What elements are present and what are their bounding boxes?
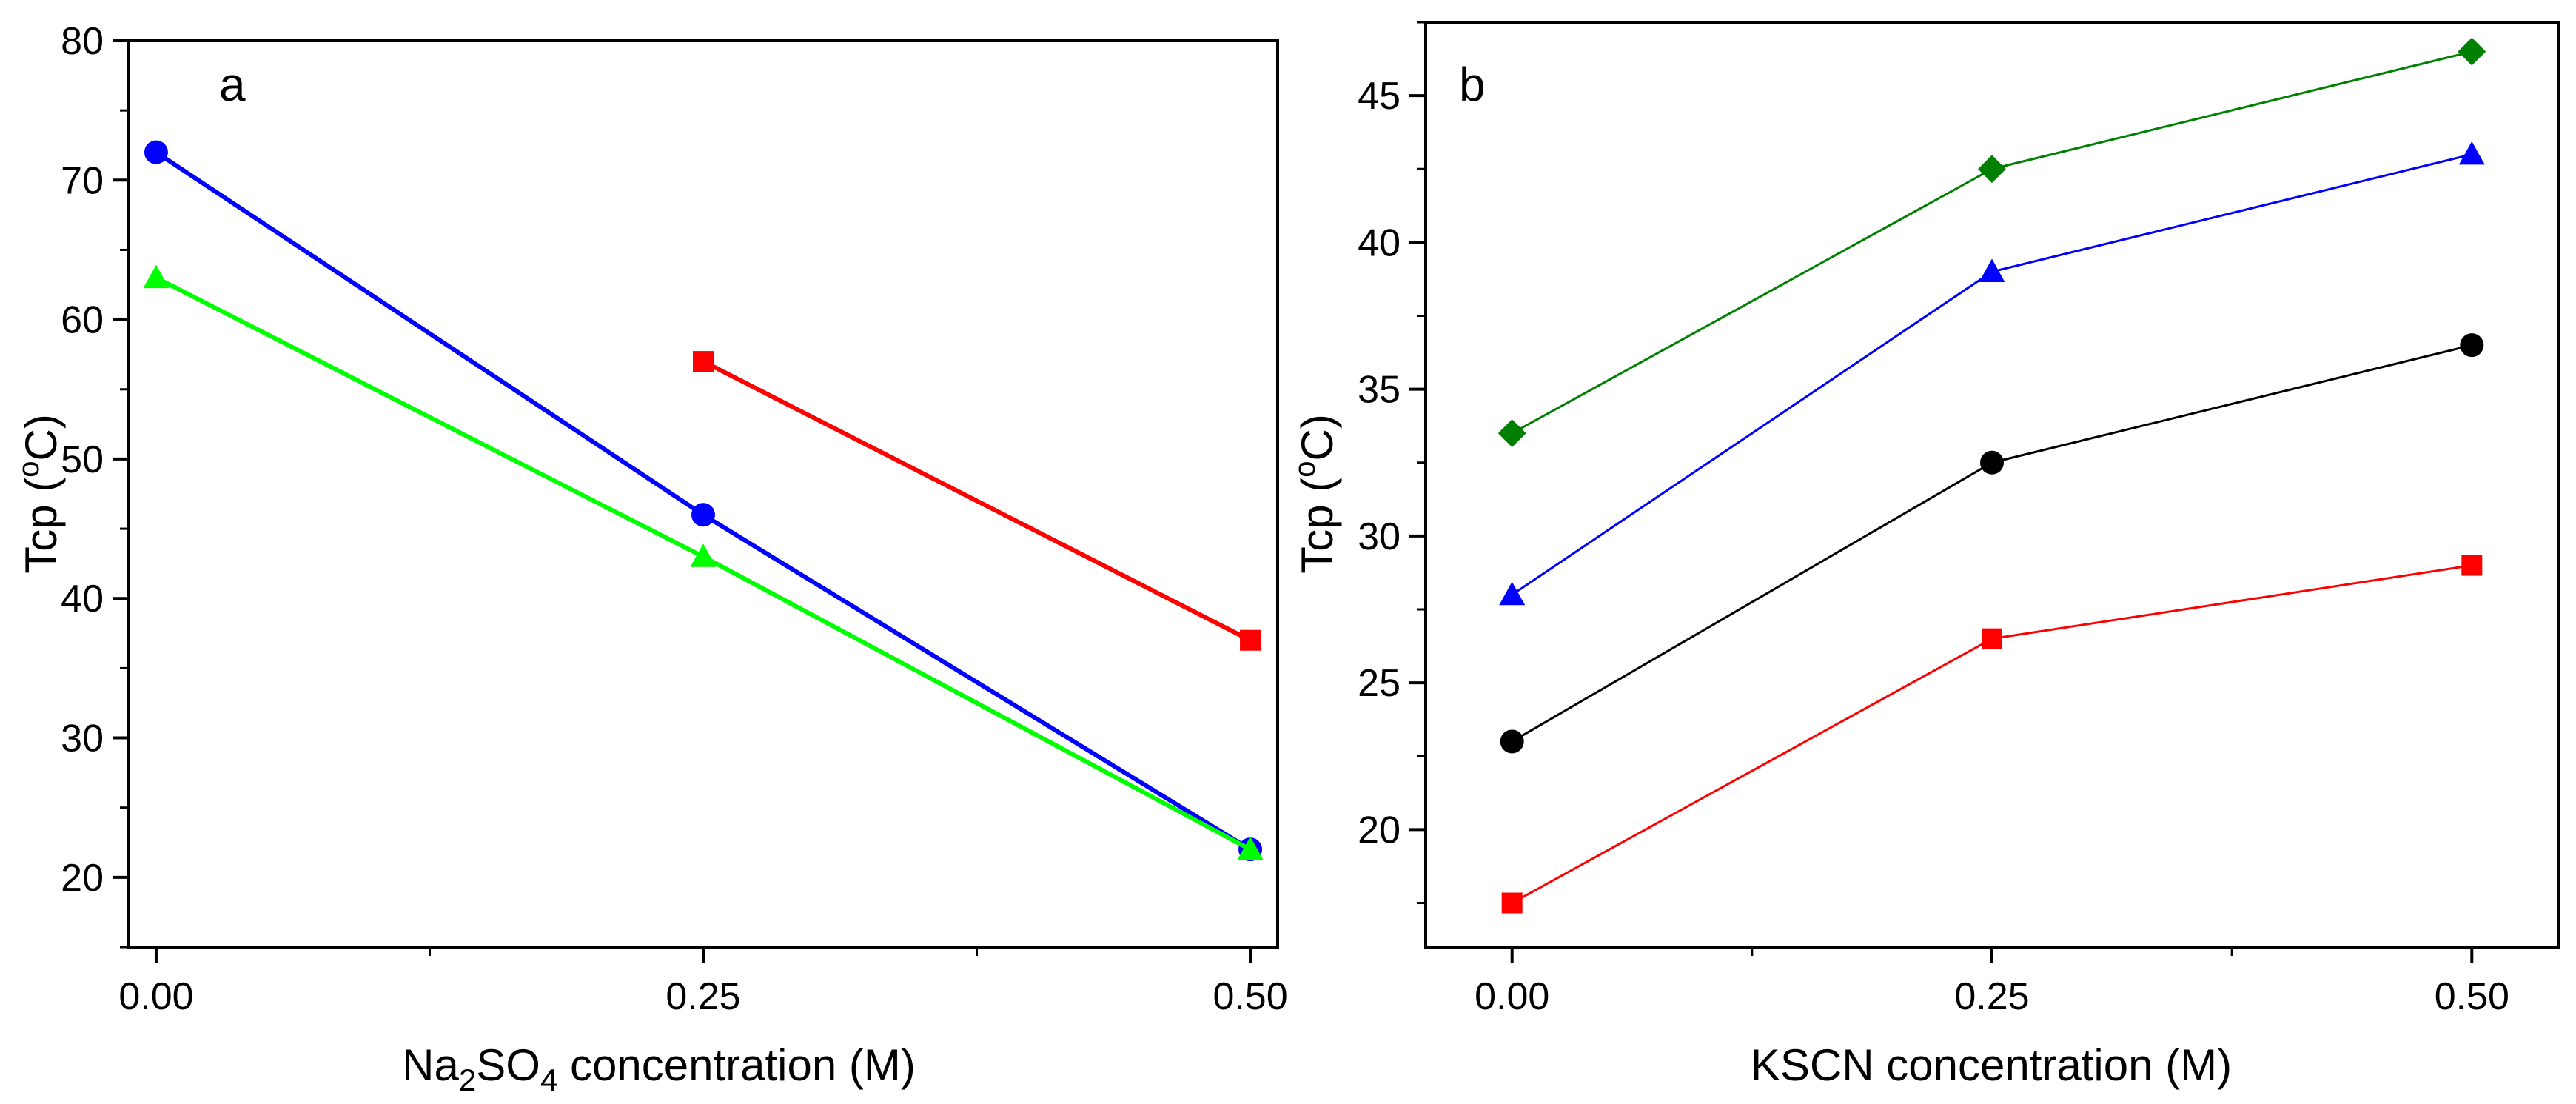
panel-b-series-red-squares-point-2 bbox=[2461, 555, 2483, 576]
panel-a-ytick-label-50: 50 bbox=[61, 438, 104, 481]
panel-a: 20 30 40 50 60 70 80 0.00 0.25 0.50 a Tcp (oC) Na… bbox=[13, 20, 1288, 1097]
panel-a-ylabel: Tcp (oC) bbox=[13, 414, 66, 574]
panel-b-series-red-squares-point-1 bbox=[1982, 628, 2002, 649]
panel-a-marks: 20 30 40 50 60 70 80 0.00 0.25 0.50 bbox=[61, 20, 1288, 1018]
panel-b-xtick-label-0: 0.00 bbox=[1475, 975, 1549, 1018]
panel-a-series-green-triangles-point-0 bbox=[143, 264, 170, 289]
panel-b-ytick-label-20: 20 bbox=[1358, 809, 1401, 852]
panel-a-ytick-label-60: 60 bbox=[61, 299, 104, 342]
panel-b-xlabel: KSCN concentration (M) bbox=[1751, 1040, 2232, 1090]
panel-b-ytick-label-40: 40 bbox=[1358, 221, 1401, 264]
panel-b-series-black-circles-line bbox=[1511, 344, 2472, 743]
panel-a-xtick-label-0.5: 0.50 bbox=[1212, 975, 1287, 1018]
panel-b-series-black-circles-point-2 bbox=[2460, 333, 2484, 358]
panel-b-xtick-label-0.25: 0.25 bbox=[1954, 975, 2029, 1018]
panel-b-letter: b bbox=[1459, 58, 1486, 111]
panel-b-series-green-diamonds-point-2 bbox=[2458, 37, 2486, 66]
panel-a-series-green-triangles-point-2 bbox=[1237, 836, 1264, 860]
panel-b-series-black-circles-point-0 bbox=[1500, 729, 1524, 754]
panel-b-ytick-label-25: 25 bbox=[1358, 662, 1401, 705]
panel-a-ytick-label-70: 70 bbox=[61, 159, 104, 202]
panel-a-ytick-label-20: 20 bbox=[61, 857, 104, 900]
panel-a-letter: a bbox=[219, 58, 246, 111]
panel-b-ylabel: Tcp (oC) bbox=[1289, 414, 1342, 574]
panel-b-xtick-label-0.5: 0.50 bbox=[2435, 975, 2509, 1018]
panel-b-series-red-squares-point-0 bbox=[1501, 892, 1523, 914]
panel-a-plot-frame bbox=[127, 39, 1279, 949]
panel-a-series-blue-circles-point-0 bbox=[144, 140, 168, 164]
panel-b-series-green-diamonds-point-0 bbox=[1497, 419, 1526, 448]
panel-b-series-red-squares-line bbox=[1511, 564, 2472, 904]
panel-a-series-red-squares-line bbox=[702, 359, 1252, 643]
panel-b-marks: 20 25 30 35 40 45 0.00 0.25 0.50 bbox=[1358, 21, 2509, 1018]
panel-b-series-green-diamonds-line bbox=[1511, 50, 2472, 435]
panel-a-series-blue-circles-line bbox=[155, 150, 1252, 852]
panel-a-series-red-squares-point-1 bbox=[1240, 629, 1261, 651]
panel-b-series-blue-triangles-point-1 bbox=[1979, 258, 2005, 283]
panel-b-ytick-label-45: 45 bbox=[1358, 75, 1401, 118]
panel-b-series-blue-triangles-line bbox=[1511, 153, 2472, 596]
panel-b-series-blue-triangles-point-2 bbox=[2458, 141, 2485, 165]
panel-a-series-blue-circles-point-1 bbox=[691, 503, 715, 527]
panel-b-ytick-label-30: 30 bbox=[1358, 515, 1401, 558]
panel-a-series-red-squares-point-0 bbox=[693, 351, 714, 372]
panel-b-ytick-label-35: 35 bbox=[1358, 369, 1401, 412]
panel-b-series-green-diamonds-point-1 bbox=[1978, 155, 2006, 184]
panel-a-xlabel: Na2SO4 concentration (M) bbox=[402, 1040, 916, 1097]
panel-b-series-blue-triangles-point-0 bbox=[1499, 581, 1526, 606]
panel-b: 20 25 30 35 40 45 0.00 0.25 0.50 b Tcp (oC) KSCN… bbox=[1289, 21, 2560, 1090]
panel-a-series-green-triangles-point-1 bbox=[690, 543, 717, 567]
panel-a-ytick-label-40: 40 bbox=[61, 578, 104, 620]
panel-b-series-black-circles-point-1 bbox=[1980, 450, 2004, 475]
panel-a-xtick-label-0.25: 0.25 bbox=[665, 975, 740, 1018]
panel-a-xtick-label-0: 0.00 bbox=[118, 975, 193, 1018]
panel-a-ytick-label-80: 80 bbox=[61, 20, 104, 63]
panel-a-ytick-label-30: 30 bbox=[61, 717, 104, 760]
